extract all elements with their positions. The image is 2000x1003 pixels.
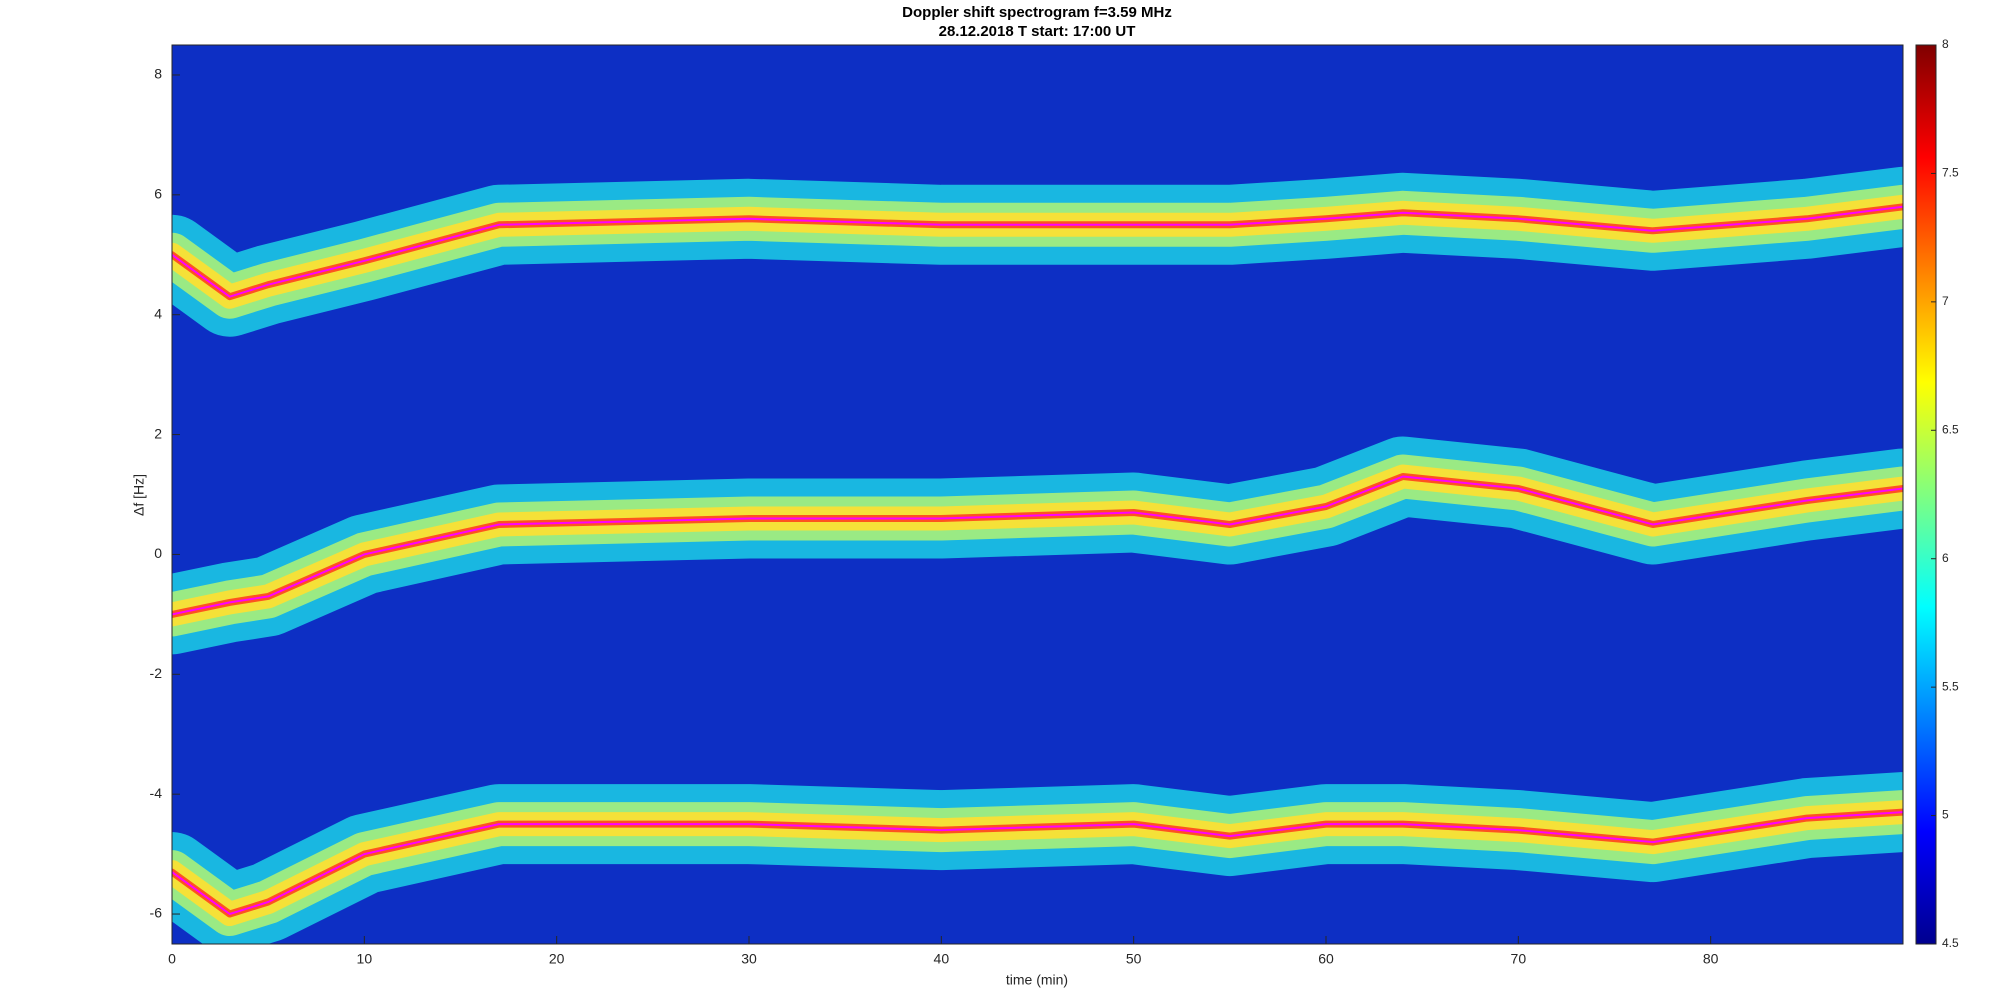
colorbar-tick-label: 6.5 — [1942, 422, 1959, 436]
axes-box — [171, 44, 1904, 945]
x-tick-label: 80 — [1703, 951, 1719, 967]
colorbar-tick-label: 8 — [1942, 37, 1949, 51]
trace-line — [172, 811, 1903, 915]
trace-line — [172, 475, 1903, 616]
chart-subtitle: 28.12.2018 T start: 17:00 UT — [939, 23, 1136, 40]
y-tick-label: 6 — [154, 186, 162, 202]
y-tick-label: 2 — [154, 425, 162, 441]
x-tick-label: 40 — [934, 951, 950, 967]
colorbar-tick-label: 4.5 — [1942, 936, 1959, 950]
x-tick-label: 20 — [549, 951, 565, 967]
x-axis-label: time (min) — [1006, 972, 1068, 988]
chart-title: Doppler shift spectrogram f=3.59 MHz — [902, 4, 1172, 21]
y-tick-label: -2 — [150, 665, 163, 681]
colorbar-tick-label: 6 — [1942, 551, 1949, 565]
y-tick-label: 0 — [154, 545, 162, 561]
colorbar-tick-label: 5 — [1942, 808, 1949, 822]
plot-area — [172, 166, 1903, 944]
colorbar — [1915, 44, 1937, 945]
x-tick-label: 60 — [1318, 951, 1334, 967]
y-tick-label: -6 — [150, 905, 163, 921]
y-tick-label: -4 — [150, 785, 163, 801]
trace-line — [172, 205, 1903, 298]
x-tick-label: 70 — [1511, 951, 1527, 967]
colorbar-tick-label: 5.5 — [1942, 679, 1959, 693]
colorbar-tick-label: 7.5 — [1942, 166, 1959, 180]
x-tick-label: 0 — [168, 951, 176, 967]
x-tick-label: 50 — [1126, 951, 1142, 967]
x-tick-label: 10 — [357, 951, 373, 967]
y-tick-label: 4 — [154, 305, 162, 321]
y-tick-label: 8 — [154, 66, 162, 82]
y-axis-label: Δf [Hz] — [131, 474, 147, 516]
x-tick-label: 30 — [741, 951, 757, 967]
colorbar-tick-label: 7 — [1942, 294, 1949, 308]
